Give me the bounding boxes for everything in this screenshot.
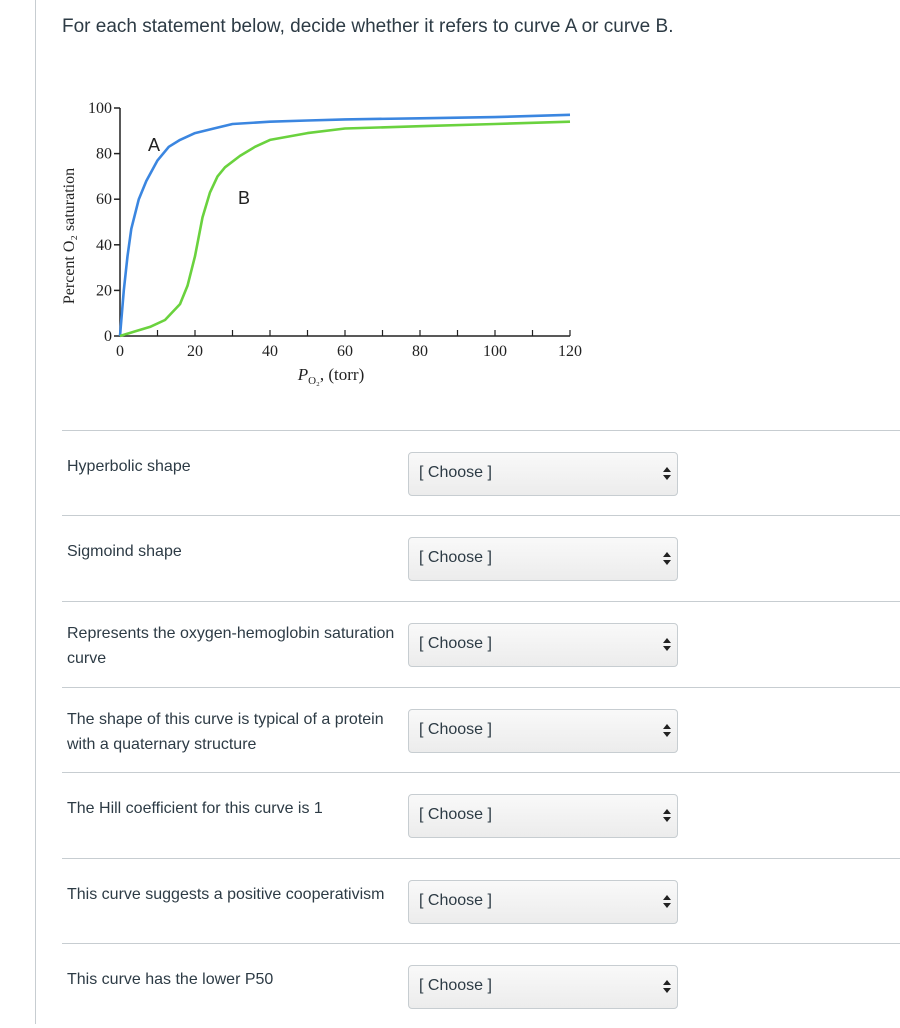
statement-text: This curve has the lower P50 (67, 971, 274, 988)
x-tick-label: 120 (558, 343, 582, 360)
statement-text: The Hill coefficient for this curve is 1 (67, 800, 323, 817)
x-tick-label: 20 (187, 343, 203, 360)
statement-row: Represents the oxygen-hemoglobin saturat… (62, 601, 900, 686)
y-axis-label: Percent O₂ saturation (61, 168, 78, 304)
statement-row: Hyperbolic shape [ Choose ] (62, 430, 900, 515)
curve-select[interactable]: [ Choose ] (408, 880, 678, 924)
statement-text: Hyperbolic shape (67, 458, 191, 475)
select-value: [ Choose ] (419, 549, 492, 566)
select-arrows-icon (663, 466, 671, 482)
y-tick-label: 0 (104, 328, 112, 345)
select-arrows-icon (663, 979, 671, 995)
select-arrows-icon (663, 723, 671, 739)
x-tick-label: 40 (262, 343, 278, 360)
select-value: [ Choose ] (419, 721, 492, 738)
statement-text: The shape of this curve is typical of a … (67, 711, 384, 753)
curve-select[interactable]: [ Choose ] (408, 965, 678, 1009)
left-border (35, 0, 36, 1024)
curve-b (119, 120, 571, 338)
select-arrows-icon (663, 637, 671, 653)
y-tick-label: 40 (96, 237, 112, 254)
select-arrows-icon (663, 551, 671, 567)
statement-row: Sigmoind shape [ Choose ] (62, 515, 900, 600)
x-tick-label: 80 (412, 343, 428, 360)
y-tick-label: 60 (96, 191, 112, 208)
y-tick-label: 20 (96, 282, 112, 299)
statement-row: The Hill coefficient for this curve is 1… (62, 772, 900, 857)
select-value: [ Choose ] (419, 635, 492, 652)
x-tick-label: 100 (483, 343, 507, 360)
curve-a-label: A (148, 135, 160, 155)
curve-select[interactable]: [ Choose ] (408, 452, 678, 496)
oxygen-saturation-chart: 0 20 40 60 80 100 0 20 40 60 80 100 120 PO₂, (torr) Pe… (54, 96, 594, 406)
select-value: [ Choose ] (419, 892, 492, 909)
statement-text: This curve suggests a positive cooperati… (67, 886, 385, 903)
curve-select[interactable]: [ Choose ] (408, 709, 678, 753)
statement-row: The shape of this curve is typical of a … (62, 687, 900, 772)
select-value: [ Choose ] (419, 464, 492, 481)
y-tick-label: 80 (96, 146, 112, 163)
x-tick-label: 60 (337, 343, 353, 360)
x-axis-label: PO₂, (torr) (297, 365, 365, 387)
select-arrows-icon (663, 894, 671, 910)
statement-text: Sigmoind shape (67, 543, 182, 560)
select-value: [ Choose ] (419, 977, 492, 994)
statement-row: This curve has the lower P50 [ Choose ] (62, 943, 900, 1028)
question-text: For each statement below, decide whether… (62, 16, 674, 37)
curve-select[interactable]: [ Choose ] (408, 537, 678, 581)
statement-row: This curve suggests a positive cooperati… (62, 858, 900, 943)
x-tick-label: 0 (116, 343, 124, 360)
y-tick-label: 100 (88, 100, 112, 117)
curve-a (118, 113, 571, 337)
statement-text: Represents the oxygen-hemoglobin saturat… (67, 625, 395, 667)
curve-b-label: B (238, 188, 250, 208)
select-arrows-icon (663, 808, 671, 824)
curve-select[interactable]: [ Choose ] (408, 794, 678, 838)
curve-select[interactable]: [ Choose ] (408, 623, 678, 667)
select-value: [ Choose ] (419, 806, 492, 823)
